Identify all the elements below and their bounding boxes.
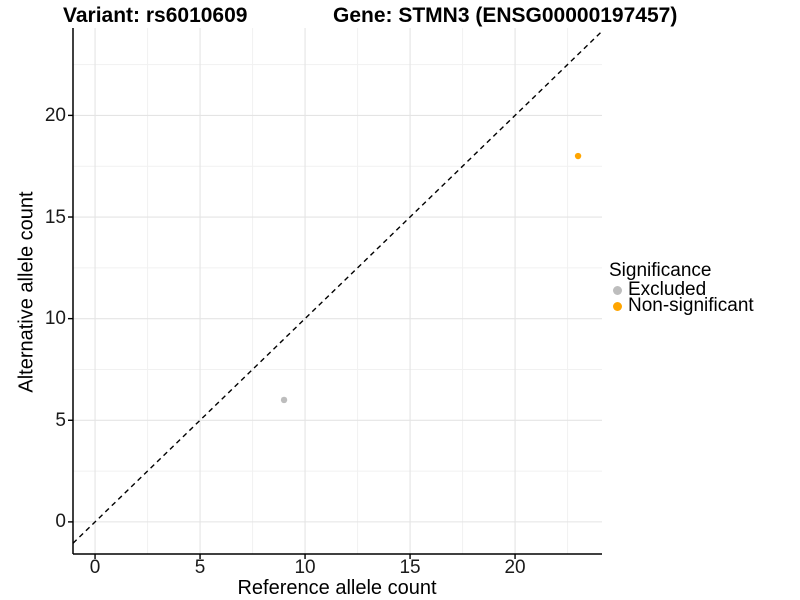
y-tick-label: 20 (44, 104, 66, 126)
legend-item: Excluded (609, 279, 794, 300)
y-tick-label: 0 (55, 511, 66, 533)
x-tick-label: 5 (194, 557, 206, 578)
legend-items: Excluded Non-significant (609, 279, 794, 316)
plot-title-variant: Variant: rs6010609 (63, 4, 248, 27)
y-tick-label: 15 (44, 206, 66, 228)
legend-swatch-icon (613, 285, 622, 295)
legend: Significance Excluded Non-significant (609, 260, 794, 316)
point-non-significant (574, 152, 582, 160)
plot-title-gene: Gene: STMN3 (ENSG00000197457) (333, 4, 678, 27)
x-tick-label: 10 (294, 557, 316, 578)
x-tick-label: 0 (89, 557, 101, 578)
legend-title: Significance (609, 260, 712, 281)
x-axis-title: Reference allele count (237, 577, 437, 599)
y-tick-label: 5 (55, 409, 66, 431)
x-tick-label: 20 (504, 557, 526, 578)
legend-swatch-icon (613, 301, 622, 311)
y-tick-label: 10 (44, 308, 66, 330)
x-tick-label: 15 (399, 557, 421, 578)
legend-item: Non-significant (609, 295, 794, 316)
legend-label: Non-significant (628, 295, 754, 316)
point-excluded (280, 396, 288, 404)
legend-label: Excluded (628, 279, 707, 300)
identity-line (72, 30, 603, 544)
